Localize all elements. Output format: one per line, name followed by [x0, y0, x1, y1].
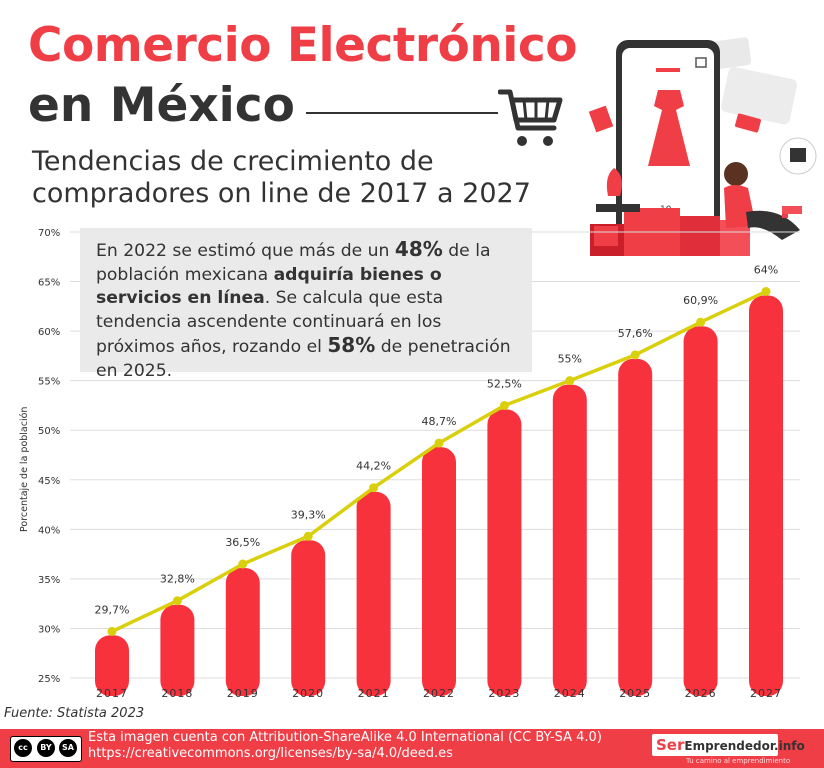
- subtitle: Tendencias de crecimiento de compradores…: [32, 146, 531, 209]
- data-point: [696, 317, 706, 327]
- y-tick-label: 60%: [38, 327, 60, 338]
- license-line-1: Esta imagen cuenta con Attribution-Share…: [88, 730, 602, 745]
- data-point: [238, 559, 248, 569]
- shopping-illustration: 10: [588, 37, 817, 256]
- x-tick-label: 2026: [685, 687, 717, 700]
- y-tick-label: 40%: [38, 525, 60, 536]
- brand-rest: Emprendedor.info: [684, 739, 805, 753]
- x-tick-label: 2023: [488, 687, 520, 700]
- data-point: [369, 483, 379, 493]
- data-label: 29,7%: [95, 603, 130, 616]
- data-label: 52,5%: [487, 377, 522, 390]
- y-tick-label: 55%: [38, 377, 60, 388]
- x-axis: 2017 2018 2019 2020 2021 2022 2023 2024 2025 2026…: [96, 687, 782, 700]
- data-point: [630, 350, 640, 360]
- y-tick-label: 35%: [38, 575, 60, 586]
- bar: [618, 358, 653, 696]
- shopping-cart-icon: [498, 89, 563, 146]
- note-text-3: . Se calcula que esta tendencia ascenden…: [96, 288, 444, 357]
- brand-logo[interactable]: SerEmprendedor.info: [652, 734, 805, 756]
- x-tick-label: 2020: [292, 687, 324, 700]
- bar: [95, 635, 129, 696]
- x-tick-label: 2024: [554, 687, 586, 700]
- source-credit: Fuente: Statista 2023: [4, 706, 145, 721]
- bar: [487, 409, 522, 696]
- data-point: [565, 376, 575, 386]
- cc-by-icon: BY: [37, 739, 55, 757]
- data-label: 32,8%: [160, 573, 195, 586]
- y-tick-label: 65%: [38, 278, 60, 289]
- credit-card-icon: [782, 206, 802, 214]
- data-label: 55%: [558, 353, 582, 366]
- title-divider: [306, 112, 498, 114]
- y-tick-label: 50%: [38, 426, 60, 437]
- cc-sa-icon: SA: [59, 739, 77, 757]
- y-tick-label: 25%: [38, 674, 60, 685]
- dress-icon: [648, 90, 690, 166]
- title-line-2: en México: [28, 78, 295, 133]
- chart: 29,7% 32,8% 36,5% 39,3% 44,2% 48,7% 52,5% 55% 57…: [19, 228, 800, 700]
- bar: [225, 568, 260, 696]
- cc-icon: cc: [14, 739, 32, 757]
- x-tick-label: 2019: [227, 687, 259, 700]
- data-label: 64%: [754, 263, 778, 276]
- data-label: 60,9%: [683, 294, 718, 307]
- note-highlight-online: adquiría bienes o servicios en línea: [96, 264, 442, 309]
- y-axis-label: Porcentaje de la población: [19, 407, 30, 532]
- note-highlight-58: 58%: [327, 333, 376, 357]
- x-tick-label: 2017: [96, 687, 128, 700]
- shopping-bag-icon: [790, 148, 806, 162]
- y-tick-label: 30%: [38, 624, 60, 635]
- bar: [552, 384, 587, 696]
- note-text-4: de penetración en 2025.: [96, 337, 511, 381]
- x-tick-label: 2025: [619, 687, 651, 700]
- data-point: [499, 400, 509, 410]
- data-label: 57,6%: [618, 327, 653, 340]
- bar: [160, 604, 195, 696]
- cc-license-badge[interactable]: cc BY SA: [10, 736, 82, 762]
- bar: [749, 295, 783, 696]
- note-text-1: En 2022 se estimó que más de un: [96, 241, 395, 261]
- data-point: [434, 438, 444, 448]
- bar: [356, 491, 391, 696]
- data-point: [303, 531, 313, 541]
- x-tick-label: 2021: [358, 687, 390, 700]
- data-label: 48,7%: [422, 415, 457, 428]
- data-point: [172, 596, 182, 606]
- data-point: [107, 626, 117, 636]
- trend-line: 29,7% 32,8% 36,5% 39,3% 44,2% 48,7% 52,5% 55% 57…: [95, 263, 778, 636]
- bar: [291, 540, 326, 696]
- x-tick-label: 2027: [750, 687, 782, 700]
- y-tick-label: 70%: [38, 228, 60, 239]
- y-tick-label: 45%: [38, 476, 60, 487]
- bar: [683, 326, 718, 696]
- title-line-1: Comercio Electrónico: [28, 18, 578, 73]
- bar: [422, 447, 456, 696]
- info-note: En 2022 se estimó que más de un 48% de l…: [80, 228, 532, 381]
- brand-ser: Ser: [656, 736, 685, 754]
- x-tick-label: 2018: [161, 687, 193, 700]
- x-tick-label: 2022: [423, 687, 455, 700]
- license-text: Esta imagen cuenta con Attribution-Share…: [88, 730, 602, 762]
- note-highlight-48: 48%: [394, 237, 443, 261]
- data-label: 44,2%: [356, 460, 391, 473]
- bars: [95, 295, 783, 696]
- data-label: 36,5%: [225, 536, 260, 549]
- data-label: 39,3%: [291, 508, 326, 521]
- data-point: [761, 286, 771, 296]
- y-axis: 25% 30% 35% 40% 45% 50% 55% 60% 65% 70%: [38, 228, 60, 685]
- note-text-2: de la población mexicana: [96, 241, 491, 285]
- brand-tagline: Tu camino al emprendimiento: [686, 757, 791, 765]
- license-url[interactable]: https://creativecommons.org/licenses/by-…: [88, 746, 453, 761]
